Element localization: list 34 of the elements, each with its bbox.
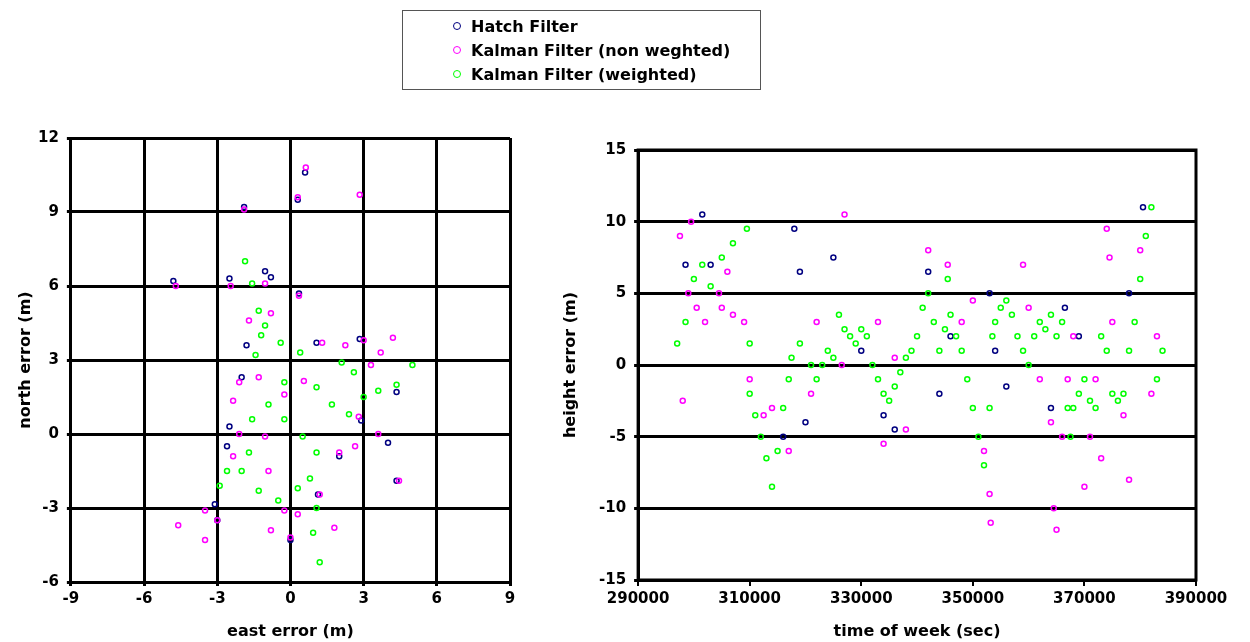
x-tick-label: 370000	[1053, 588, 1116, 607]
legend-label: Kalman Filter (weighted)	[471, 64, 697, 84]
y-tick-label: 12	[38, 127, 59, 146]
y-tick-label: -3	[42, 497, 59, 516]
x-axis-title: time of week (sec)	[833, 621, 1001, 641]
y-tick-label: 10	[605, 211, 627, 230]
y-tick-label: 0	[48, 423, 59, 442]
y-tick-label: -5	[609, 426, 627, 445]
x-tick-label: 9	[504, 588, 516, 607]
y-tick-label: 9	[48, 201, 59, 220]
x-tick-label: 6	[431, 588, 443, 607]
y-tick-label: 5	[615, 283, 627, 302]
y-tick-label: 15	[605, 139, 627, 158]
x-tick-label: 390000	[1164, 588, 1228, 607]
x-tick-label: 330000	[829, 588, 893, 607]
y-tick-label: -6	[42, 571, 59, 590]
x-axis-title: east error (m)	[227, 621, 354, 641]
x-tick-label: -3	[208, 588, 226, 607]
y-tick-label: 3	[48, 349, 59, 368]
legend-label: Hatch Filter	[471, 16, 578, 36]
x-tick-label: 290000	[606, 588, 670, 607]
y-tick-label: -10	[598, 498, 627, 517]
y-tick-label: 6	[48, 275, 59, 294]
y-tick-label: -15	[598, 569, 627, 588]
x-tick-label: 310000	[718, 588, 781, 607]
x-tick-label: 350000	[941, 588, 1005, 607]
y-axis-title: north error (m)	[15, 291, 35, 429]
x-tick-label: -9	[62, 588, 80, 607]
y-tick-label: 0	[615, 354, 627, 373]
legend-label: Kalman Filter (non weghted)	[471, 40, 731, 60]
x-tick-label: -6	[135, 588, 153, 607]
x-tick-label: 0	[285, 588, 296, 607]
x-tick-label: 3	[358, 588, 369, 607]
y-axis-title: height error (m)	[560, 291, 580, 439]
